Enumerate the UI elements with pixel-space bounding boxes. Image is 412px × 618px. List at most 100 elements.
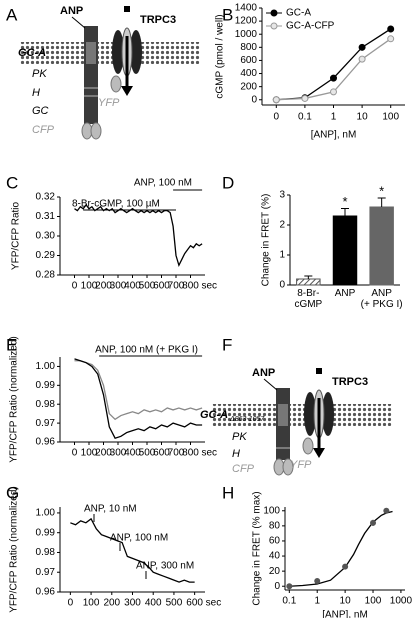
x-tick-label: ANP (334, 288, 356, 299)
y-tick-label: 0.28 (36, 270, 56, 281)
receptor-label: GC-A (200, 409, 228, 421)
legend-label: GC-A-CFP (286, 21, 335, 32)
panel-letter: C (6, 173, 18, 192)
y-tick-label: 1.00 (36, 508, 56, 519)
x-axis-label: [ANP], nM (322, 610, 368, 618)
panel-letter: G (6, 483, 19, 502)
y-tick-label: 0.97 (36, 567, 56, 578)
x-tick-label: 100 (365, 596, 382, 607)
y-tick-label: 0.96 (36, 437, 56, 448)
y-tick-label: 2 (279, 220, 285, 231)
ligand-label: ANP (252, 367, 275, 379)
x-tick-label: ANP (+ PKG I) (360, 288, 403, 310)
y-tick-label: 1000 (235, 29, 258, 40)
legend-marker (270, 9, 278, 17)
data-line (74, 203, 203, 268)
x-tick-label: 100 (81, 448, 98, 459)
y-tick-label: 0.29 (36, 250, 56, 261)
x-tick-label: 0 (68, 598, 74, 609)
y-tick-label: 0.30 (36, 231, 56, 242)
x-tick-label: 400 (124, 281, 141, 292)
annotation: * (342, 194, 347, 209)
bar (369, 206, 394, 286)
data-point (301, 94, 309, 102)
legend-label: GC-A (286, 8, 311, 19)
x-tick-label: 1 (314, 596, 320, 607)
domain-label: PK (32, 68, 47, 80)
y-tick-label: 1.00 (36, 361, 56, 372)
x-tick-label: 400 (145, 598, 162, 609)
x-tick-label: 100 (382, 112, 399, 123)
channel-label: TRPC3 (332, 376, 368, 388)
donor-label: CFP (32, 124, 55, 136)
ligand-label: ANP (60, 5, 83, 17)
annotation: * (379, 183, 384, 198)
data-point (370, 519, 377, 526)
data-point (272, 96, 280, 104)
y-tick-label: 0.96 (36, 587, 56, 598)
x-tick-label: 10 (340, 596, 352, 607)
x-tick-label: 0 (274, 112, 280, 123)
x-tick-label: 100 (83, 598, 100, 609)
data-point (314, 577, 321, 584)
channel-label: TRPC3 (140, 14, 176, 26)
y-tick-label: 1200 (235, 16, 258, 27)
y-tick-label: 40 (269, 551, 281, 562)
y-tick-label: 800 (240, 42, 257, 53)
x-tick-label: 0 (72, 448, 78, 459)
deletion-label: Δ863-1057 (229, 416, 265, 423)
x-tick-label: 300 (110, 281, 127, 292)
annotation: ANP, 100 nM (110, 533, 168, 544)
data-point (387, 25, 395, 33)
panel-letter: E (6, 335, 17, 354)
x-tick-label: 0 (72, 281, 78, 292)
receptor-label: GC-A (18, 47, 46, 59)
bar (332, 215, 358, 286)
x-tick-label: 700 (168, 448, 185, 459)
panel-letter: B (222, 5, 233, 24)
x-tick-label: 100 (81, 281, 98, 292)
domain-label: H (232, 448, 240, 460)
x-tick-label: 700 (168, 281, 185, 292)
y-axis-label: Change in FRET (% max) (252, 491, 263, 605)
panel-letter: D (222, 173, 234, 192)
donor-label: CFP (232, 463, 255, 475)
y-tick-label: 100 (263, 505, 280, 516)
y-tick-label: 0.32 (36, 192, 56, 203)
y-tick-label: 0.97 (36, 418, 56, 429)
annotation: ANP, 100 nM (134, 178, 192, 189)
y-axis-label: Change in FRET (%) (261, 194, 272, 287)
x-tick-label: 800 (182, 281, 199, 292)
y-tick-label: 0.31 (36, 211, 56, 222)
x-tick-label: 300 (110, 448, 127, 459)
y-tick-label: 60 (269, 536, 281, 547)
data-line (74, 358, 203, 440)
annotation: ANP, 10 nM (84, 504, 137, 515)
legend-marker (270, 22, 278, 30)
x-axis-label: [ANP], nM (311, 130, 357, 141)
x-tick-label: 800 (182, 448, 199, 459)
acceptor-label: YFP (98, 97, 120, 109)
data-line (74, 360, 203, 421)
data-point (342, 563, 349, 570)
annotation: ANP, 300 nM (136, 561, 194, 572)
y-axis-label: YFP/CFP Ratio (normalized) (9, 336, 20, 463)
y-tick-label: 0 (274, 581, 280, 592)
bar (296, 278, 321, 286)
x-tick-label: 200 (95, 448, 112, 459)
y-axis-label: YFP/CFP Ratio (normalized) (9, 486, 20, 613)
x-tick-label: 0.1 (298, 112, 312, 123)
y-tick-label: 0.99 (36, 527, 56, 538)
x-tick-label: 8-Br-cGMP (294, 288, 323, 310)
x-tick-label: 1 (331, 112, 337, 123)
y-axis-label: YFP/CFP Ratio (11, 201, 22, 270)
x-tick-label: 600 (153, 448, 170, 459)
data-line (289, 510, 393, 587)
domain-label: PK (232, 431, 247, 443)
x-tick-label-box: 8-Br-cGMP (294, 288, 323, 310)
data-point (330, 88, 337, 96)
diagram-f: ANP TRPC3 GC-A Δ863-1057 PK H CFP YFP (200, 367, 392, 476)
x-tick-label: 600 (186, 598, 203, 609)
y-tick-label: 400 (240, 68, 257, 79)
